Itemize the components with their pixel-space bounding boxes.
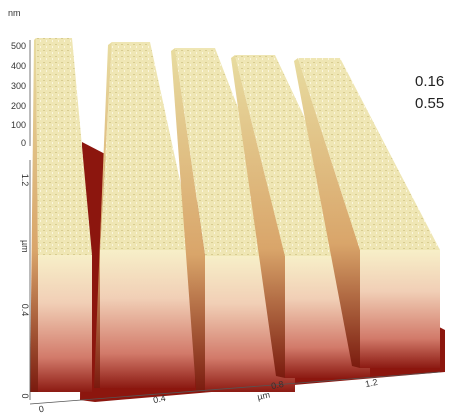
x-tick-label: 0 [38, 404, 45, 415]
surface [30, 38, 445, 402]
z-tick-label: 400 [11, 61, 26, 71]
z-axis-unit: nm [8, 8, 21, 18]
y-tick-label: 0 [20, 393, 30, 398]
z-tick-label: 500 [11, 41, 26, 51]
y-tick-label: 0.4 [20, 304, 30, 317]
page: nm 5004003002001000 1.20.40 00.40.81.2 µ… [0, 0, 471, 418]
afm-image: nm 5004003002001000 1.20.40 00.40.81.2 µ… [0, 0, 471, 418]
y-axis-unit: µm [20, 240, 30, 253]
side-text: 0.16 [415, 73, 444, 90]
y-tick-label: 1.2 [20, 174, 30, 187]
z-tick-label: 300 [11, 81, 26, 91]
x-tick-label: 1.2 [364, 377, 378, 389]
x-tick-label: 0.4 [152, 393, 166, 405]
z-tick-label: 200 [11, 101, 26, 111]
x-axis-unit: µm [256, 390, 270, 402]
z-tick-label: 0 [21, 138, 26, 148]
z-tick-label: 100 [11, 120, 26, 130]
side-text: 0.55 [415, 95, 444, 112]
